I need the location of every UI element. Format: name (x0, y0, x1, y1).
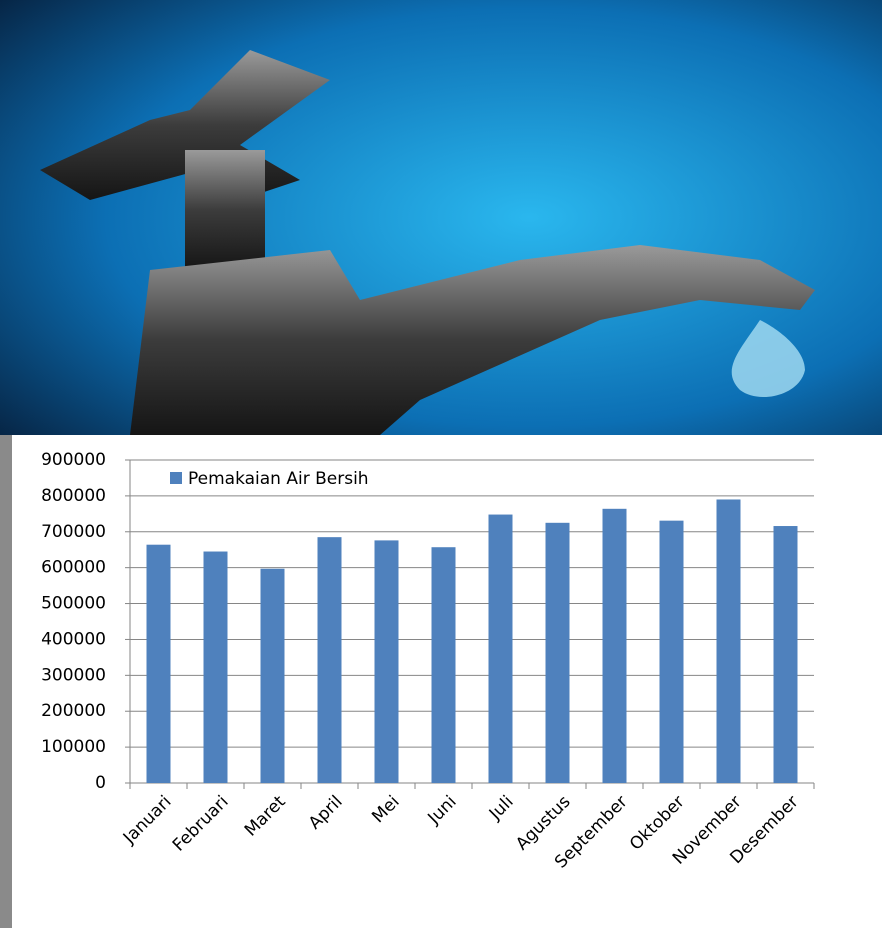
y-tick-label: 800000 (41, 486, 106, 506)
legend-label: Pemakaian Air Bersih (188, 469, 369, 489)
y-tick-label: 900000 (41, 450, 106, 470)
y-tick-label: 600000 (41, 558, 106, 578)
bar (261, 569, 285, 783)
page: 0 100000 200000 300000 400000 500000 600000 700… (0, 0, 882, 928)
y-tick-label: 500000 (41, 594, 106, 614)
y-tick-label: 200000 (41, 701, 106, 721)
bar (774, 526, 798, 783)
bar (489, 515, 513, 783)
y-tick-label: 300000 (41, 665, 106, 685)
legend-swatch (170, 472, 182, 484)
bar (717, 499, 741, 783)
bar (318, 537, 342, 783)
bar (660, 521, 684, 783)
bar (147, 545, 171, 783)
bar (546, 523, 570, 783)
bar (603, 509, 627, 783)
y-tick-label: 0 (95, 773, 106, 793)
y-tick-label: 700000 (41, 522, 106, 542)
y-tick-label: 100000 (41, 737, 106, 757)
bar (375, 540, 399, 783)
bar (204, 552, 228, 783)
y-tick-label: 400000 (41, 629, 106, 649)
frame-edge (0, 435, 12, 928)
bar (432, 547, 456, 783)
